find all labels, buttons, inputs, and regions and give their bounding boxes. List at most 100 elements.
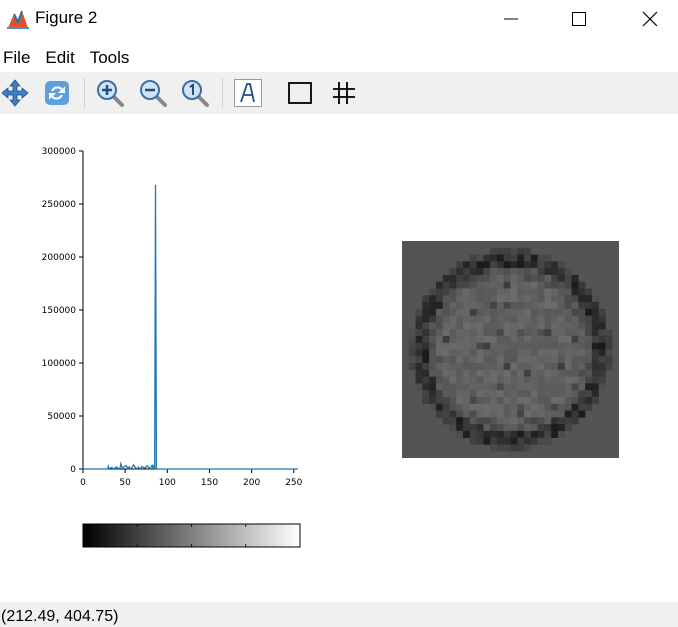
image-pixel (571, 274, 579, 282)
zoom-reset-button[interactable] (178, 76, 212, 110)
image-pixel (544, 410, 552, 418)
image-pixel (585, 349, 593, 357)
image-pixel (598, 335, 606, 344)
image-pixel (585, 329, 593, 337)
image-pixel (415, 363, 423, 371)
image-pixel (578, 376, 586, 384)
image-pixel (524, 444, 532, 452)
image-pixel (469, 261, 477, 269)
image-pixel (503, 342, 511, 350)
image-pixel (585, 396, 593, 405)
figure-canvas[interactable]: 0 50 100 150 200 250 0 50000 100000 150000 200000 2… (0, 114, 678, 602)
image-pixel (524, 247, 532, 255)
image-pixel (530, 302, 538, 310)
image-pixel (456, 410, 464, 418)
image-pixel (530, 288, 538, 296)
maximize-button[interactable] (554, 0, 604, 38)
image-pixel (490, 390, 498, 398)
image-pixel (435, 288, 443, 296)
image-pixel (456, 329, 464, 337)
image-pixel (422, 383, 430, 391)
image-pixel (503, 417, 511, 425)
image-pixel (530, 390, 538, 398)
image-pixel (483, 430, 491, 438)
image-pixel (483, 424, 491, 432)
close-icon (642, 11, 658, 27)
image-pixel (510, 329, 518, 337)
image-pixel (429, 356, 437, 364)
image-pixel (598, 356, 606, 364)
image-pixel (449, 315, 457, 323)
image-pixel (591, 349, 599, 357)
zoom-reset-icon (182, 80, 209, 107)
image-pixel (490, 417, 498, 425)
image-pixel (463, 295, 471, 303)
image-pixel (510, 295, 518, 303)
grid-button[interactable] (327, 76, 361, 110)
close-button[interactable] (625, 0, 675, 38)
axes-box-button[interactable] (283, 76, 317, 110)
image-pixel (463, 335, 471, 344)
image-pixel (571, 329, 579, 337)
image-pixel (456, 308, 464, 316)
image-pixel (469, 403, 477, 411)
image-pixel (585, 295, 593, 303)
image-pixel (503, 349, 511, 357)
image-pixel (557, 396, 566, 405)
image-pixel (429, 376, 437, 384)
image-pixel (530, 254, 538, 262)
image-pixel (591, 390, 599, 398)
image-pixel (564, 335, 572, 344)
image-pixel (469, 383, 477, 391)
image-pixel (591, 295, 599, 303)
image-pixel (496, 437, 505, 445)
image-pixel (557, 410, 566, 418)
image-pixel (476, 356, 484, 364)
image-pixel (517, 342, 525, 350)
image-pixel (483, 410, 491, 418)
image-pixel (476, 396, 484, 405)
zoom-out-button[interactable] (136, 76, 170, 110)
image-pixel (578, 410, 586, 418)
zoom-in-button[interactable] (93, 76, 127, 110)
image-pixel (456, 363, 464, 371)
image-pixel (503, 335, 511, 344)
menu-file[interactable]: File (3, 48, 31, 67)
image-pixel (510, 315, 518, 323)
image-pixel (517, 390, 525, 398)
pan-button[interactable] (0, 76, 32, 110)
image-pixel (557, 261, 566, 269)
image-pixel (435, 363, 443, 371)
insert-text-icon (234, 79, 262, 107)
image-pixel (510, 274, 518, 282)
image-pixel (578, 288, 586, 296)
app-icon (7, 10, 29, 29)
image-pixel (510, 356, 518, 364)
image-pixel (571, 403, 579, 411)
rotate-button[interactable] (40, 76, 74, 110)
image-pixel (517, 288, 525, 296)
menu-tools[interactable]: Tools (89, 48, 130, 67)
image-pixel (503, 396, 511, 405)
image-pixel (422, 356, 430, 364)
image-pixel (585, 376, 593, 384)
image-pixel (408, 356, 416, 364)
image-pixel (490, 349, 498, 357)
insert-text-button[interactable] (231, 76, 265, 110)
image-pixel (578, 349, 586, 357)
image-pixel (483, 342, 491, 350)
image-pixel (578, 390, 586, 398)
image-pixel (442, 342, 450, 350)
image-pixel (496, 322, 505, 330)
image-pixel (530, 281, 538, 289)
image-pixel (429, 403, 437, 411)
image-pixel (564, 396, 572, 405)
menu-edit[interactable]: Edit (45, 48, 75, 67)
minimize-button[interactable] (486, 0, 536, 38)
image-pixel (571, 308, 579, 316)
image-pixel (524, 342, 532, 350)
image-pixel (524, 417, 532, 425)
image-pixel (544, 295, 552, 303)
image-pixel (591, 322, 599, 330)
image-pixel (517, 261, 525, 269)
